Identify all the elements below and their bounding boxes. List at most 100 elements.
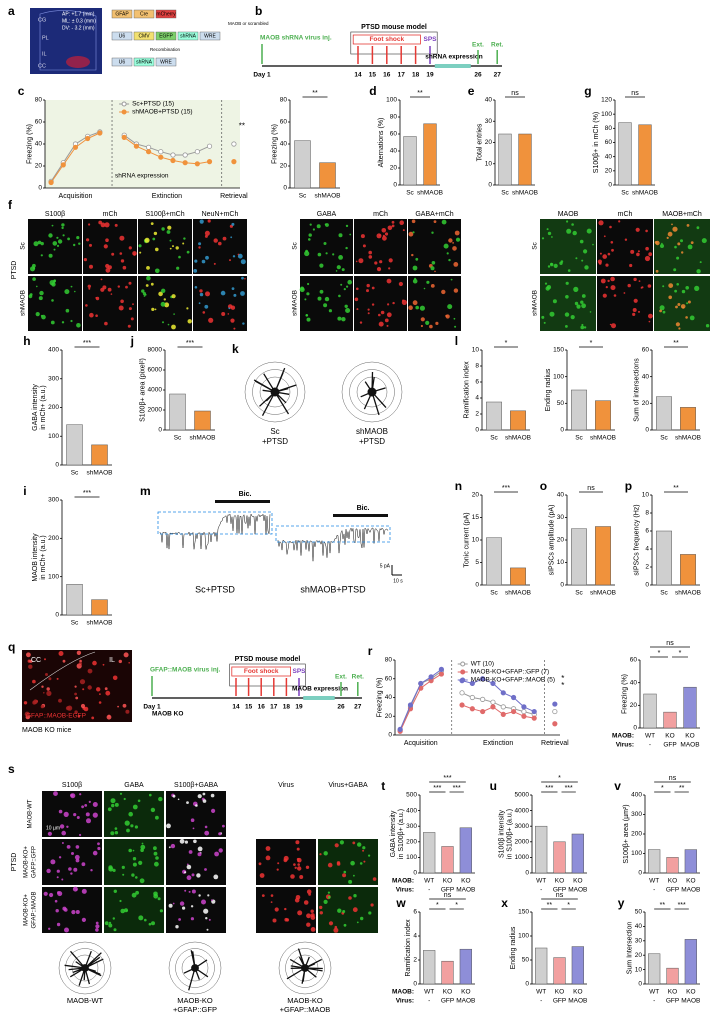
cell [155,815,159,820]
cell [86,818,91,824]
cell [648,252,653,257]
brain-outline [39,10,97,71]
cell [193,269,198,273]
cell [387,225,393,231]
cell [90,869,93,872]
x-tick-label: WT [649,989,659,996]
cell [186,250,190,254]
construct-block [133,9,155,19]
label: Bic. [357,505,370,512]
cell [419,305,425,311]
cell [210,793,215,798]
section-label: Retrieval [541,740,569,747]
cell [108,921,112,924]
cell [359,321,363,324]
significance: ns [666,640,674,647]
cell [387,303,390,306]
cell [581,303,586,309]
y-tick-label: 20 [605,168,613,175]
cell [391,220,395,224]
label: GFAP::MAOB-EGFP [26,713,86,720]
cell [202,311,206,314]
cell [388,267,391,270]
panel-letter: u [490,779,497,793]
cell [39,290,44,296]
label: 18 [283,704,291,711]
cell [661,242,663,245]
cell [443,243,449,249]
cell [623,292,626,294]
y-tick-label: 150 [553,347,564,354]
cell [565,295,569,299]
cell [567,269,571,272]
cell [26,652,31,658]
cell [338,233,343,238]
cell [382,235,387,241]
cell [153,231,158,236]
cell [176,266,180,270]
cell [334,925,338,929]
x-tick-label: Sc [406,190,414,197]
bar [638,124,652,186]
cell [111,252,115,256]
cell [310,909,314,913]
bar [459,948,472,985]
cell [81,888,87,894]
cell [574,301,579,306]
bar [423,832,436,874]
cell [106,714,112,720]
cell [368,854,371,857]
cell [170,843,176,849]
y-tick-label: 80 [605,125,613,132]
bar [535,825,548,874]
cell [111,803,115,808]
cell [306,922,311,927]
cell [62,906,67,911]
cell [67,705,73,711]
bar [618,122,632,186]
y-axis-label: S100β+ in mCh (%) [593,112,600,173]
point [158,149,164,155]
y-tick-label: 400 [406,807,417,814]
cell [368,255,373,259]
cell [599,252,602,255]
cell [75,696,79,700]
cell [312,228,315,231]
panel-letter: q [8,640,15,654]
model-box [350,31,438,55]
cell [105,238,109,242]
y-tick-label: 8000 [148,347,163,354]
cell [605,263,609,267]
x-tick-label: MAOB [456,887,475,894]
y-tick-label: 300 [631,811,642,818]
cell [376,267,382,272]
cell [343,288,346,291]
sholl-ring [341,361,403,423]
point [182,152,188,158]
cell [110,293,113,295]
significance: ** [660,902,666,909]
cell [191,873,195,877]
panel-letter: f [8,198,13,212]
cell [376,233,382,239]
label: Ext. [472,42,484,49]
label: +PTSD [359,437,385,446]
label: CG [38,17,46,23]
row-label: Virus: [396,887,414,894]
cell [36,285,38,288]
cell [155,268,160,274]
cell [76,323,81,328]
cell [76,236,80,240]
point [552,721,558,727]
y-tick-label: 0 [525,870,529,877]
significance: ** [417,90,423,97]
cell [102,663,105,666]
cell [51,299,54,302]
cell [675,322,681,327]
x-tick-label: - [540,887,542,894]
x-tick-label: KO [685,733,694,740]
label: WRE [160,59,172,65]
cell [59,824,65,829]
y-tick-label: 100 [553,373,564,380]
y-tick-label: 30 [485,118,493,125]
